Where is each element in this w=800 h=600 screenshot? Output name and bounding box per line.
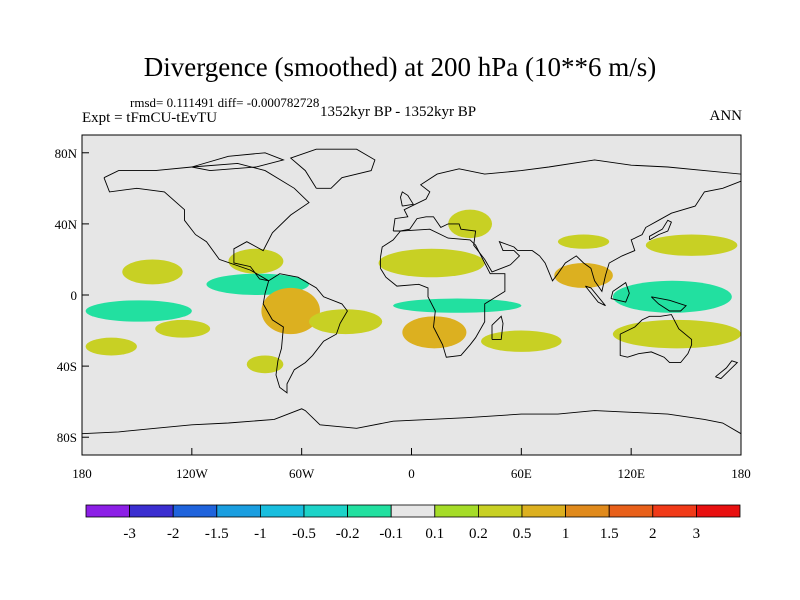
new-zealand-coastline — [715, 360, 739, 380]
anomaly-region — [246, 355, 284, 374]
anomaly-region — [155, 319, 211, 338]
colorbar-label: 0.1 — [425, 526, 444, 542]
colorbar-label: -0.1 — [379, 526, 403, 542]
x-tick-label: 180 — [731, 466, 751, 481]
x-tick-label: 120W — [176, 466, 209, 481]
x-tick-label: 0 — [408, 466, 415, 481]
madagascar-coastline — [491, 315, 504, 340]
experiment-label: Expt = tFmCU-tEvTU — [82, 110, 218, 126]
colorbar-swatch — [85, 504, 130, 518]
british-isles-coastline — [400, 191, 415, 207]
anomaly-region — [612, 280, 732, 313]
anomaly-region — [481, 330, 562, 352]
anomaly-region — [228, 248, 284, 274]
coastlines — [81, 148, 742, 435]
anomaly-region — [308, 309, 383, 335]
colorbar-swatch — [521, 504, 566, 518]
anomaly-core — [418, 324, 451, 341]
anomaly-region — [645, 234, 738, 256]
africa-coastline — [379, 228, 506, 358]
y-tick-label: 0 — [71, 288, 78, 303]
colorbar-label: 0.2 — [469, 526, 488, 542]
colorbar-swatch — [652, 504, 697, 518]
anomaly-region — [448, 209, 493, 239]
colorbar-swatch — [608, 504, 654, 518]
y-tick-label: 80S — [57, 430, 77, 445]
colorbar-swatch — [390, 504, 436, 518]
x-tick-label: 180 — [72, 466, 92, 481]
anomaly-core — [276, 299, 306, 323]
colorbar-label: 2 — [649, 526, 657, 542]
greenland-coastline — [289, 148, 376, 189]
colorbar-swatch — [129, 504, 174, 518]
colorbar-label: -0.2 — [336, 526, 360, 542]
anomaly-region — [393, 298, 522, 313]
north-america-coastline — [103, 162, 310, 282]
colorbar-swatch — [477, 504, 523, 518]
colorbar-label: 1 — [562, 526, 570, 542]
colorbar-label: -1 — [254, 526, 267, 542]
period-label: 1352kyr BP - 1352kyr BP — [320, 104, 477, 120]
arctic-islands-coastline — [191, 152, 285, 172]
colorbar-swatch — [259, 504, 305, 518]
colorbar-swatch — [347, 504, 392, 518]
colorbar-swatch — [434, 504, 479, 518]
antarctica-coastline — [81, 408, 742, 435]
colorbar-swatch — [565, 504, 610, 518]
anomaly-core — [568, 269, 599, 282]
colorbar-label: 3 — [693, 526, 701, 542]
south-america-coastline — [262, 273, 348, 394]
x-tick-label: 60E — [511, 466, 532, 481]
colorbar-label: -0.5 — [292, 526, 316, 542]
rmsd-diff-stats: rmsd= 0.111491 diff= -0.000782728 — [130, 95, 320, 110]
colorbar-swatch — [172, 504, 218, 518]
borneo-coastline — [610, 281, 630, 303]
anomaly-layer — [85, 209, 741, 374]
anomaly-region — [612, 319, 741, 349]
anomaly-region — [85, 300, 192, 322]
y-tick-label: 80N — [55, 146, 78, 161]
new-guinea-coastline — [650, 296, 687, 312]
colorbar-label: -2 — [167, 526, 180, 542]
colorbar-label: -3 — [123, 526, 136, 542]
japan-coastline — [649, 219, 672, 241]
colorbar-swatch — [216, 504, 261, 518]
australia-coastline — [619, 314, 693, 364]
y-tick-label: 40N — [55, 217, 78, 232]
colorbar-label: 1.5 — [600, 526, 619, 542]
eurasia-coastline — [392, 159, 742, 293]
sumatra-coastline — [585, 285, 606, 307]
colorbar-label: -1.5 — [205, 526, 229, 542]
x-tick-label: 120E — [617, 466, 645, 481]
colorbar-swatch — [303, 504, 348, 518]
anomaly-region — [557, 234, 610, 249]
map-title: Divergence (smoothed) at 200 hPa (10**6 … — [143, 52, 657, 82]
anomaly-region — [85, 337, 137, 356]
colorbar-label: 0.5 — [513, 526, 532, 542]
anomaly-region — [378, 248, 485, 278]
anomaly-region — [122, 259, 183, 285]
colorbar-swatch — [696, 504, 741, 518]
season-label: ANN — [709, 108, 743, 124]
y-tick-label: 40S — [57, 359, 77, 374]
x-tick-label: 60W — [289, 466, 315, 481]
